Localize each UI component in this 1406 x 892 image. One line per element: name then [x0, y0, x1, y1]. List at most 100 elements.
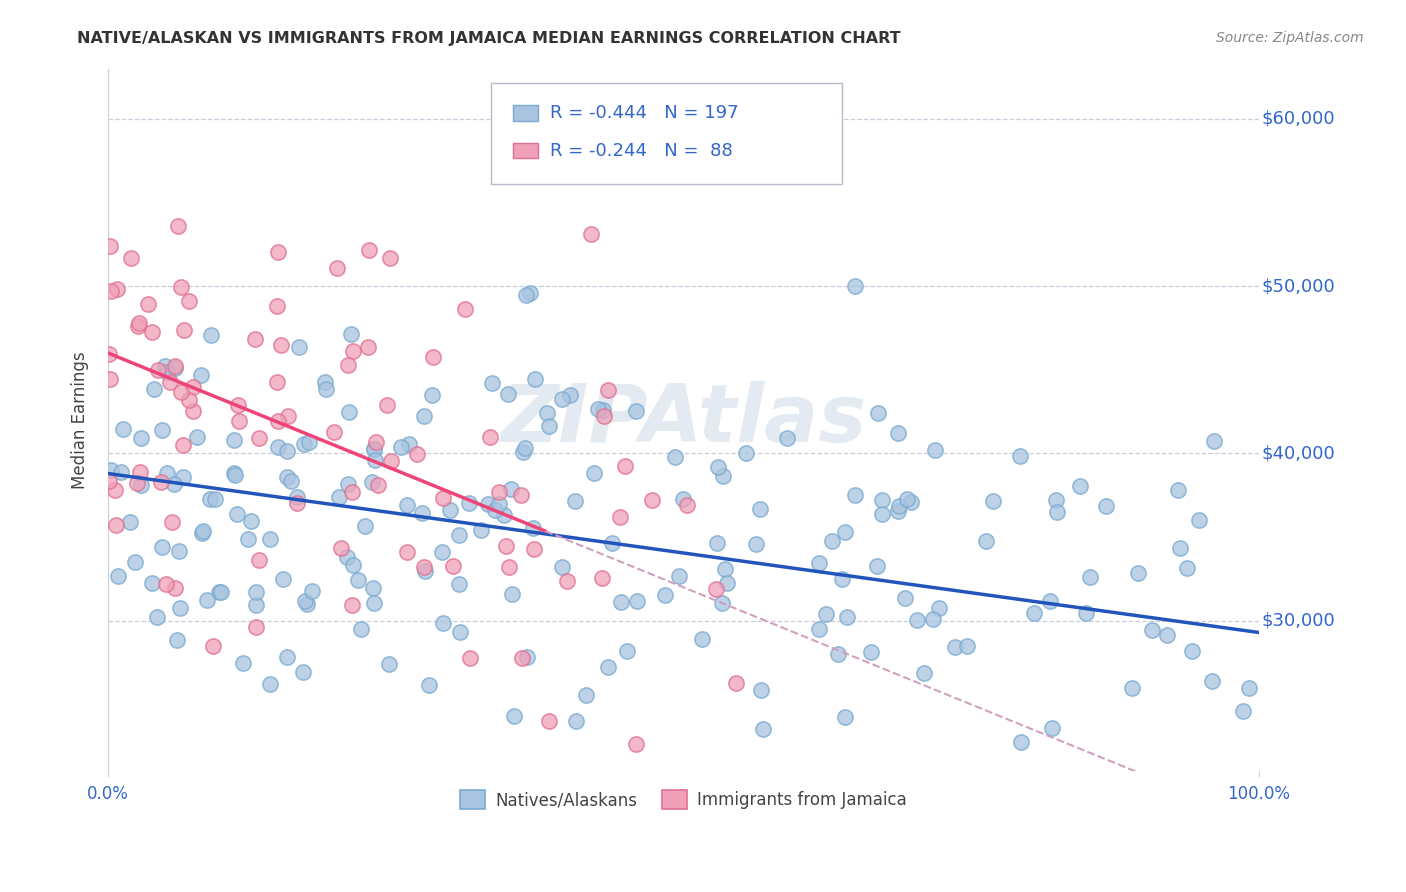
Point: [125, 476, 148, 491]
Point: [378, 251, 401, 265]
Point: [266, 376, 288, 390]
Point: [1188, 513, 1211, 527]
Text: ZIPAtlas: ZIPAtlas: [501, 381, 866, 459]
Point: [413, 409, 436, 424]
Point: [827, 647, 849, 661]
Point: [449, 577, 471, 591]
Point: [193, 524, 215, 538]
Point: [129, 478, 152, 492]
Point: [329, 541, 352, 555]
Point: [224, 467, 246, 482]
Point: [155, 576, 177, 591]
Point: [894, 591, 917, 605]
Point: [222, 433, 245, 447]
Point: [412, 559, 434, 574]
Point: [245, 620, 267, 634]
Point: [537, 714, 560, 728]
Text: $60,000: $60,000: [1261, 110, 1334, 128]
Point: [641, 492, 664, 507]
Point: [170, 280, 193, 294]
Point: [323, 425, 346, 439]
Point: [190, 368, 212, 382]
Point: [1040, 721, 1063, 735]
Point: [280, 474, 302, 488]
Point: [501, 587, 523, 601]
Point: [167, 544, 190, 558]
Point: [292, 437, 315, 451]
Point: [614, 458, 637, 473]
Point: [247, 431, 270, 445]
Point: [364, 435, 387, 450]
Point: [172, 438, 194, 452]
Point: [301, 583, 323, 598]
Point: [150, 424, 173, 438]
Point: [983, 494, 1005, 508]
Point: [1022, 606, 1045, 620]
Point: [488, 497, 510, 511]
Point: [536, 406, 558, 420]
Point: [169, 601, 191, 615]
Point: [515, 288, 537, 302]
Point: [363, 442, 385, 456]
Point: [748, 501, 770, 516]
Point: [558, 387, 581, 401]
Point: [495, 539, 517, 553]
Point: [170, 384, 193, 399]
Point: [583, 466, 606, 480]
Point: [353, 519, 375, 533]
Point: [498, 560, 520, 574]
Point: [896, 492, 918, 507]
Point: [866, 558, 889, 573]
Y-axis label: Median Earnings: Median Earnings: [72, 351, 89, 489]
Point: [150, 540, 173, 554]
Point: [447, 528, 470, 542]
Point: [734, 446, 756, 460]
Point: [204, 492, 226, 507]
Point: [1140, 624, 1163, 638]
Point: [267, 441, 290, 455]
Point: [347, 574, 370, 588]
Point: [336, 358, 359, 372]
Point: [1170, 541, 1192, 555]
Point: [172, 470, 194, 484]
Point: [129, 466, 152, 480]
Point: [432, 615, 454, 630]
Point: [129, 431, 152, 445]
Point: [118, 516, 141, 530]
Point: [195, 593, 218, 607]
Point: [357, 340, 380, 354]
Point: [1121, 681, 1143, 695]
Point: [432, 491, 454, 505]
Point: [503, 709, 526, 723]
Point: [245, 599, 267, 613]
Point: [141, 325, 163, 339]
Point: [375, 398, 398, 412]
Point: [411, 506, 433, 520]
Point: [575, 688, 598, 702]
Point: [357, 244, 380, 258]
Point: [596, 660, 619, 674]
Point: [600, 536, 623, 550]
Point: [887, 425, 910, 440]
Point: [481, 376, 503, 390]
Point: [516, 649, 538, 664]
Point: [592, 402, 614, 417]
Point: [457, 496, 479, 510]
FancyBboxPatch shape: [491, 83, 842, 185]
Point: [190, 526, 212, 541]
Point: [112, 422, 135, 436]
Point: [626, 738, 648, 752]
Point: [162, 516, 184, 530]
Point: [228, 414, 250, 428]
Point: [900, 495, 922, 509]
Point: [200, 328, 222, 343]
Point: [159, 375, 181, 389]
Point: [430, 545, 453, 559]
Point: [380, 454, 402, 468]
Legend: Natives/Alaskans, Immigrants from Jamaica: Natives/Alaskans, Immigrants from Jamaic…: [453, 784, 914, 816]
Point: [226, 399, 249, 413]
Point: [477, 497, 499, 511]
Point: [363, 596, 385, 610]
Point: [267, 244, 290, 259]
Point: [395, 545, 418, 559]
